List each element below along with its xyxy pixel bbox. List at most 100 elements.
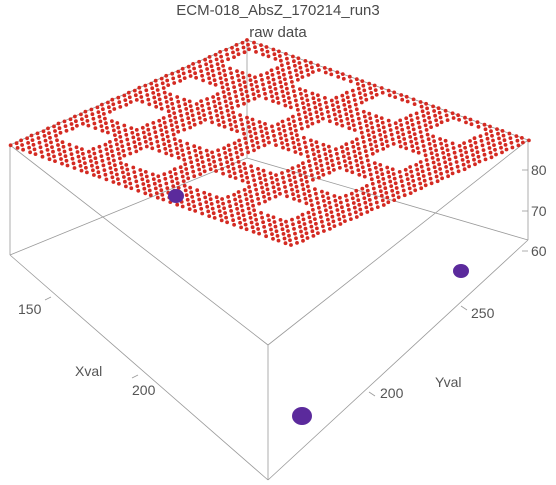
data-point-red (446, 152, 451, 157)
data-point-red (137, 85, 142, 90)
data-point-red (181, 153, 186, 157)
data-point-red (303, 89, 308, 93)
data-point-red (229, 209, 234, 213)
data-point-red (282, 98, 287, 103)
data-point-red (298, 173, 303, 178)
data-point-red (239, 147, 244, 152)
data-point-red (192, 144, 197, 149)
data-point-red (84, 165, 88, 170)
data-point-red (351, 123, 356, 128)
title-block: ECM-018_AbsZ_170214_run3 raw data (0, 0, 556, 44)
data-point-red (150, 172, 155, 177)
data-point-red (323, 70, 328, 75)
data-point-red (352, 149, 357, 154)
data-point-red (339, 145, 344, 150)
data-point-red (203, 57, 208, 62)
data-point-red (241, 213, 246, 218)
data-point-red (251, 143, 255, 148)
data-point-red (301, 238, 305, 243)
data-point-red (344, 142, 349, 147)
data-point-red (296, 107, 300, 112)
data-point-red (269, 227, 273, 232)
data-point-red (44, 143, 49, 148)
box-edge (267, 239, 529, 481)
data-point-red (311, 207, 315, 212)
data-point-red (311, 70, 315, 74)
data-point-red (157, 179, 162, 183)
data-point-red (293, 180, 298, 185)
data-point-red (161, 137, 166, 142)
data-point-red (169, 97, 174, 101)
data-point-red (218, 157, 223, 162)
data-point-red (296, 194, 301, 199)
data-point-red (362, 144, 367, 149)
data-point-red (26, 141, 30, 145)
data-point-red (197, 197, 202, 202)
data-point-red (310, 143, 314, 147)
data-point-red (344, 90, 349, 95)
data-point-red (207, 162, 212, 167)
data-point-red (365, 210, 370, 214)
data-point-red (337, 161, 341, 166)
data-point-red (300, 212, 305, 217)
data-point-red (303, 59, 308, 63)
data-point-red (303, 226, 308, 231)
data-point-red (340, 72, 345, 76)
data-point-red (446, 174, 450, 179)
data-point-red (187, 207, 192, 212)
data-point-red (399, 93, 404, 97)
data-point-red (384, 139, 389, 144)
data-point-red (309, 168, 313, 173)
data-point-red (259, 73, 263, 78)
data-point-red (330, 103, 335, 107)
data-point-red (326, 166, 331, 171)
data-point-red (251, 92, 256, 96)
data-point-red (186, 64, 191, 69)
data-point-red (338, 195, 342, 200)
data-point-red (375, 119, 380, 123)
data-point-red (286, 229, 290, 233)
data-point-red (411, 127, 416, 132)
data-point-red (307, 215, 312, 220)
data-point-red (340, 205, 344, 210)
data-point-red (266, 213, 270, 218)
data-point-red (263, 199, 267, 204)
data-point-red (319, 215, 323, 219)
data-point-red (271, 215, 276, 220)
data-point-red (374, 144, 379, 149)
data-point-red (229, 157, 234, 162)
data-point-red (191, 169, 196, 174)
data-point-red (93, 126, 98, 130)
data-point-red (432, 109, 436, 113)
data-point-red (327, 222, 331, 227)
data-point-red (36, 136, 41, 140)
data-point-red (271, 99, 275, 103)
data-point-red (409, 118, 414, 122)
data-point-red (417, 125, 422, 130)
data-point-red (369, 121, 374, 125)
data-point-red (115, 142, 119, 147)
data-point-red (206, 71, 211, 76)
data-point-red (334, 121, 339, 126)
data-point-red (266, 192, 271, 196)
data-point-red (216, 148, 221, 153)
data-point-red (162, 142, 167, 147)
data-point-red (200, 73, 205, 78)
data-point-red (78, 164, 83, 168)
data-point-red (84, 114, 89, 119)
data-point-red (489, 155, 494, 160)
data-point-red (335, 151, 339, 156)
data-point-red (183, 102, 188, 107)
data-point-red (162, 120, 167, 125)
data-point-red (182, 157, 187, 162)
z-tick-label-2: 80 (531, 162, 547, 178)
data-point-red (353, 154, 358, 159)
data-point-red (20, 143, 24, 147)
data-point-red (261, 168, 266, 173)
data-point-red (342, 103, 347, 107)
data-point-red (110, 175, 115, 180)
data-point-red (172, 167, 177, 172)
data-point-red (265, 49, 270, 54)
data-point-red (191, 118, 196, 122)
data-point-red (113, 133, 117, 138)
